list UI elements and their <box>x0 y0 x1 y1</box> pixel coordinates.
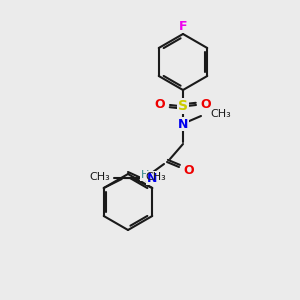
Text: O: O <box>155 98 165 112</box>
Text: H: H <box>141 170 149 180</box>
Text: N: N <box>147 172 157 184</box>
Text: N: N <box>178 118 188 130</box>
Text: CH₃: CH₃ <box>146 172 166 182</box>
Text: F: F <box>179 20 187 32</box>
Text: O: O <box>201 98 211 112</box>
Text: O: O <box>184 164 194 176</box>
Text: CH₃: CH₃ <box>210 109 231 119</box>
Text: CH₃: CH₃ <box>89 172 110 182</box>
Text: S: S <box>178 99 188 113</box>
